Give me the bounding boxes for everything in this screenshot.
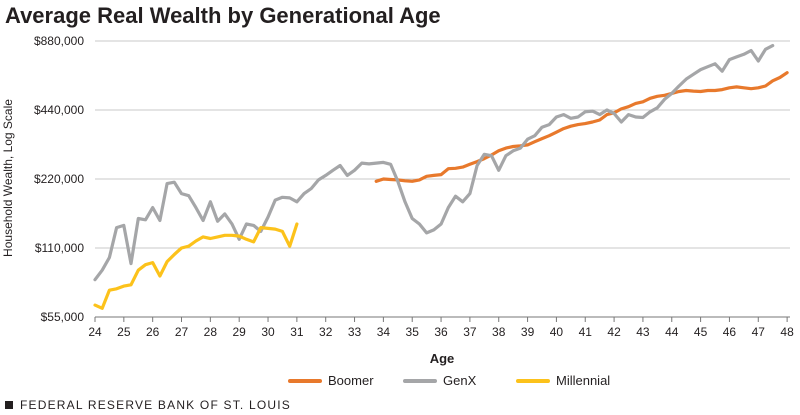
legend-label-genx: GenX [443,373,477,388]
x-tick-labels: 24 25 26 27 28 29 30 31 32 33 34 35 36 37 38 39 40 41 42 43… [88,317,794,339]
y-tick-label: $110,000 [35,241,84,255]
series-line-genx [93,43,775,282]
gridlines [95,40,790,249]
x-tick-label: 29 [233,325,247,339]
y-axis-label: Household Wealth, Log Scale [1,99,15,257]
x-tick-label: 46 [723,325,737,339]
chart-title: Average Real Wealth by Generational Age [5,3,441,28]
legend-label-millennial: Millennial [556,373,610,388]
x-tick-label: 42 [607,325,621,339]
x-tick-label: 27 [175,325,189,339]
x-tick-label: 28 [204,325,218,339]
legend-label-boomer: Boomer [328,373,374,388]
x-tick-label: 40 [550,325,564,339]
footer-text: FEDERAL RESERVE BANK OF ST. LOUIS [20,398,291,412]
x-tick-label: 33 [348,325,362,339]
x-axis-label: Age [430,351,455,366]
y-tick-label: $220,000 [34,172,84,186]
series-line-boomer [374,71,789,183]
x-tick-label: 38 [492,325,506,339]
x-tick-label: 35 [406,325,420,339]
legend: Boomer GenX Millennial [288,373,610,388]
y-tick-label: $880,000 [34,34,84,48]
x-tick-label: 39 [521,325,535,339]
x-tick-label: 26 [146,325,160,339]
x-tick-label: 25 [117,325,131,339]
x-tick-label: 43 [636,325,650,339]
y-tick-labels: $55,000 $110,000 $220,000 $440,000 $880,000 [34,34,84,324]
y-tick-label: $55,000 [41,310,85,324]
series-lines [93,43,789,310]
x-tick-label: 47 [752,325,766,339]
x-tick-label: 44 [665,325,679,339]
x-tick-label: 31 [290,325,304,339]
series-line-millennial [93,222,299,310]
x-tick-label: 24 [88,325,102,339]
y-tick-label: $440,000 [34,103,84,117]
x-tick-label: 45 [694,325,708,339]
x-tick-label: 34 [377,325,391,339]
x-tick-label: 48 [780,325,794,339]
x-tick-label: 41 [579,325,593,339]
x-tick-label: 36 [434,325,448,339]
x-tick-label: 37 [463,325,477,339]
x-tick-label: 30 [261,325,275,339]
x-tick-label: 32 [319,325,333,339]
footer: FEDERAL RESERVE BANK OF ST. LOUIS [5,398,291,412]
footer-square-icon [5,401,13,409]
